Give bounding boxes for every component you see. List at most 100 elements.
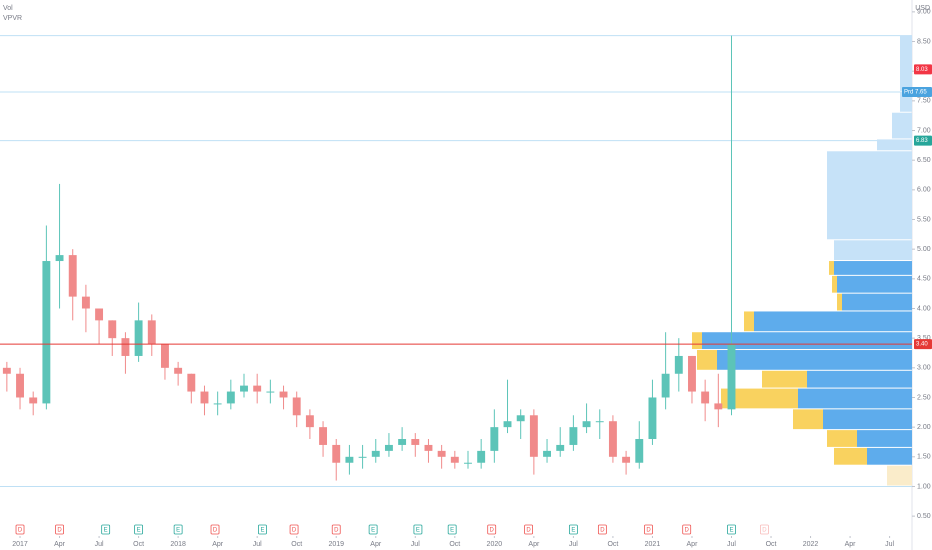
x-tick-label: Jul — [411, 541, 420, 548]
event-label: E — [571, 528, 575, 534]
y-tick-label: 6.50 — [917, 157, 931, 164]
profile-down — [827, 430, 857, 447]
candle-body — [635, 439, 644, 463]
event-marker — [568, 524, 578, 535]
profile-up — [900, 35, 912, 91]
y-tick-label: 4.00 — [917, 305, 931, 312]
candle-body — [121, 338, 130, 356]
price-badge — [914, 64, 932, 75]
candle-body — [437, 450, 446, 457]
candle-body — [200, 391, 209, 404]
event-label: D — [646, 528, 651, 534]
y-tick-label: 1.00 — [917, 483, 931, 490]
candle-body — [424, 444, 433, 451]
profile-up — [842, 293, 912, 311]
candle-body — [81, 296, 90, 309]
x-tick-label: Oct — [291, 541, 302, 548]
x-tick-label: Oct — [133, 541, 144, 548]
event-label: D — [292, 528, 297, 534]
profile-up — [702, 332, 912, 350]
candle-body — [55, 255, 64, 262]
candle-body — [42, 261, 51, 404]
candle-body — [556, 444, 565, 451]
candle-body — [226, 391, 235, 404]
x-tick-label: 2022 — [803, 541, 819, 548]
event-marker — [15, 524, 25, 535]
candle-body — [332, 444, 341, 463]
event-label: D — [57, 528, 62, 534]
event-label: D — [18, 528, 23, 534]
profile-down — [762, 370, 807, 388]
event-marker — [101, 524, 111, 535]
candle-body — [595, 421, 604, 423]
candle-body — [266, 391, 275, 393]
y-tick-label: 1.50 — [917, 454, 931, 461]
candle-body — [516, 415, 525, 422]
candle-body — [147, 320, 156, 345]
profile-down — [697, 350, 717, 370]
event-marker — [597, 524, 607, 535]
event-marker — [173, 524, 183, 535]
profile-up — [827, 151, 912, 240]
event-marker — [368, 524, 378, 535]
candle-body — [622, 456, 631, 463]
profile-up — [798, 388, 912, 409]
profile-down — [721, 388, 798, 409]
event-label: D — [600, 528, 605, 534]
candle-body — [371, 450, 380, 457]
candle-body — [569, 427, 578, 445]
candle-body — [68, 255, 77, 297]
event-label: D — [685, 528, 690, 534]
y-tick-label: 2.50 — [917, 394, 931, 401]
profile-up — [807, 370, 912, 388]
profile-down — [692, 332, 702, 350]
x-tick-label: Jul — [569, 541, 578, 548]
x-tick-label: Apr — [687, 541, 699, 548]
candle-body — [345, 456, 354, 463]
candle-body — [714, 403, 723, 410]
event-marker — [210, 524, 220, 535]
event-marker — [289, 524, 299, 535]
candle-body — [187, 373, 196, 392]
y-tick-label: 7.50 — [917, 98, 931, 105]
event-marker — [682, 524, 692, 535]
candle-body — [29, 397, 38, 404]
event-label: E — [137, 528, 141, 534]
y-tick-label: 4.50 — [917, 276, 931, 283]
profile-up — [823, 409, 912, 430]
y-tick-label: 6.00 — [917, 187, 931, 194]
y-tick-label: 3.50 — [917, 335, 931, 342]
candle-body — [2, 367, 11, 374]
price-badge — [902, 86, 932, 97]
event-marker — [524, 524, 533, 535]
x-tick-label: 2017 — [12, 541, 28, 548]
y-tick-label: 5.50 — [917, 216, 931, 223]
profile-up — [877, 139, 912, 151]
candle-body — [477, 450, 486, 463]
candle-body — [727, 344, 736, 410]
event-marker — [727, 524, 736, 535]
x-tick-label: 2019 — [328, 541, 344, 548]
event-marker — [447, 524, 457, 535]
indicator-vol: Vol — [3, 5, 13, 12]
event-marker — [258, 524, 267, 535]
price-badge-label: 8.03 — [916, 67, 928, 73]
y-tick-label: 8.50 — [917, 38, 931, 45]
event-label: D — [762, 528, 767, 534]
candle-body — [174, 367, 183, 374]
x-tick-label: 2020 — [487, 541, 503, 548]
x-tick-label: Jul — [885, 541, 894, 548]
profile-down — [834, 447, 867, 465]
candle-body — [503, 421, 512, 428]
y-tick-label: 5.00 — [917, 246, 931, 253]
x-tick-label: Oct — [766, 541, 777, 548]
x-tick-label: Apr — [54, 541, 66, 548]
event-label: E — [371, 528, 375, 534]
event-label: D — [334, 528, 339, 534]
y-tick-label: 0.50 — [917, 513, 931, 520]
x-tick-label: Apr — [212, 541, 224, 548]
profile-up — [837, 275, 912, 293]
x-tick-label: Apr — [845, 541, 857, 548]
candle-body — [688, 355, 696, 392]
